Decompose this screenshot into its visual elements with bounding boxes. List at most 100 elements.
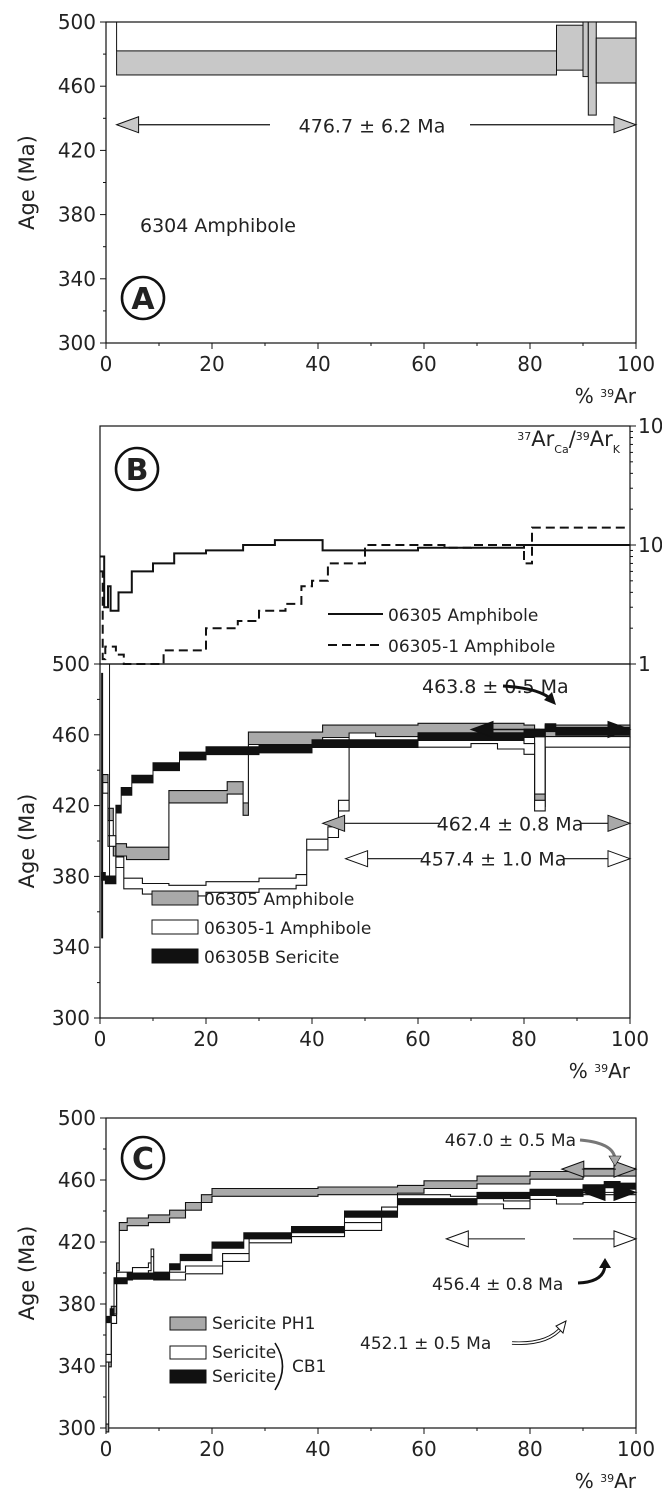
- y-tick-label: 460: [58, 1168, 96, 1192]
- legend-label: 06305B Sericite: [204, 948, 339, 968]
- panel-letter-circle: [120, 1135, 166, 1181]
- ratio-tick-label: 1: [638, 652, 651, 676]
- ratio-tick-label: 10: [638, 533, 662, 557]
- legend-bracket: [274, 1342, 284, 1391]
- x-tick-label: 100: [617, 1437, 655, 1461]
- plateau-pointer-head: [599, 1258, 611, 1268]
- x-tick-label: 20: [199, 1437, 224, 1461]
- y-tick-label: 420: [58, 1230, 96, 1254]
- sample-label: 6304 Amphibole: [140, 215, 296, 237]
- ratio-tick-label: 100: [638, 414, 662, 438]
- plateau-arrow-right: [607, 849, 632, 868]
- x-tick-label: 80: [511, 1027, 536, 1051]
- age-step: [582, 21, 589, 78]
- age-step: [587, 21, 597, 116]
- plateau-label: 457.4 ± 1.0 Ma: [420, 849, 567, 871]
- x-tick-label: 80: [517, 1437, 542, 1461]
- x-tick-label: 20: [199, 352, 224, 376]
- plateau-arrow-right: [613, 116, 638, 134]
- plateau-pointer-head: [555, 1320, 567, 1334]
- x-tick-label: 100: [617, 352, 655, 376]
- plateau-arrow-right: [613, 1230, 638, 1248]
- x-tick-label: 20: [193, 1027, 218, 1051]
- panel-a: 0 20 40 60 80 100 300 340 380 420 460 500 Age (Ma) % …: [15, 10, 655, 408]
- age-spectrum-open: [102, 732, 631, 897]
- x-tick-label: 40: [305, 1437, 330, 1461]
- plateau-pointer-head: [608, 1155, 622, 1167]
- y-tick-label: 420: [58, 138, 96, 162]
- legend-swatch: [169, 1369, 207, 1384]
- y-tick-label: 340: [58, 267, 96, 291]
- x-tick-label: 0: [100, 1437, 113, 1461]
- y-axis-label: Age (Ma): [15, 135, 39, 230]
- legend-swatch: [151, 919, 199, 935]
- plateau-label-bg: [270, 110, 470, 139]
- legend-label: Sericite PH1: [212, 1314, 315, 1334]
- panel-b: 0 20 40 60 80 100 300 340 380 420 460 500 Age (Ma) % …: [15, 414, 662, 1083]
- panel-letter: B: [126, 453, 149, 488]
- age-step: [556, 24, 584, 71]
- age-step: [116, 50, 557, 76]
- y-tick-label: 340: [58, 1354, 96, 1378]
- plateau-label: 462.4 ± 0.8 Ma: [437, 813, 584, 835]
- x-tick-label: 80: [517, 352, 542, 376]
- x-tick-label: 0: [100, 352, 113, 376]
- y-axis-label: Age (Ma): [15, 794, 39, 889]
- plot-frame: [99, 663, 631, 1019]
- ratio-axis-label: 37ArCa/39ArK: [517, 427, 621, 456]
- x-tick-label: 40: [305, 352, 330, 376]
- y-tick-label: 500: [58, 1106, 96, 1130]
- x-tick-label: 60: [405, 1027, 430, 1051]
- ratio-series-line: [100, 526, 630, 665]
- y-tick-label: 500: [58, 10, 96, 34]
- x-axis-label: % 39Ar: [575, 384, 637, 408]
- legend-label: 06305 Amphibole: [204, 890, 354, 910]
- panel-letter: C: [132, 1142, 154, 1177]
- legend-label: Sericite: [212, 1343, 276, 1363]
- y-tick-label: 300: [58, 331, 96, 355]
- age-spectrum-open: [105, 1191, 637, 1363]
- plateau-arrow-right: [607, 814, 632, 833]
- y-tick-label: 300: [58, 1416, 96, 1440]
- y-tick-label: 380: [52, 864, 90, 888]
- age-spectrum-grey: [105, 1165, 637, 1433]
- panel-c: 0 20 40 60 80 100 300 340 380 420 460 500 Age (Ma) % …: [15, 1106, 655, 1492]
- legend-swatch: [169, 1345, 207, 1360]
- plateau-pointer-head: [544, 692, 556, 705]
- age-step: [595, 37, 637, 84]
- panel-letter-circle: [114, 446, 160, 492]
- y-tick-label: 460: [58, 74, 96, 98]
- plateau-label: 467.0 ± 0.5 Ma: [445, 1131, 576, 1151]
- y-tick-label: 500: [52, 652, 90, 676]
- panel-letter-circle: [120, 275, 166, 321]
- y-tick-label: 420: [52, 794, 90, 818]
- x-tick-label: 100: [611, 1027, 649, 1051]
- legend-bracket-label: CB1: [292, 1357, 326, 1377]
- age-spectrum-black: [101, 723, 631, 885]
- x-axis-label: % 39Ar: [569, 1059, 631, 1083]
- legend-swatch: [169, 1316, 207, 1331]
- x-tick-label: 0: [94, 1027, 107, 1051]
- plateau-arrow-left: [115, 116, 140, 134]
- legend-label: Sericite: [212, 1367, 276, 1387]
- x-tick-label: 40: [299, 1027, 324, 1051]
- plateau-label: 463.8 ± 0.5 Ma: [422, 676, 569, 698]
- y-tick-label: 380: [58, 1292, 96, 1316]
- x-tick-label: 60: [411, 352, 436, 376]
- plateau-pointer-inner: [511, 1326, 563, 1345]
- plateau-label: 476.7 ± 6.2 Ma: [299, 116, 446, 138]
- y-tick-label: 300: [52, 1006, 90, 1030]
- legend-label: 06305-1 Amphibole: [204, 919, 371, 939]
- plateau-arrow-left: [444, 1230, 469, 1248]
- plateau-label: 456.4 ± 0.8 Ma: [432, 1275, 563, 1295]
- ratio-legend-label: 06305 Amphibole: [388, 606, 538, 626]
- age-spectrum-black: [105, 1181, 637, 1324]
- x-tick-label: 60: [411, 1437, 436, 1461]
- x-axis-label: % 39Ar: [575, 1469, 637, 1492]
- legend-swatch: [151, 890, 199, 906]
- ratio-series-line: [100, 539, 630, 612]
- plateau-label: 452.1 ± 0.5 Ma: [360, 1334, 491, 1354]
- ratio-legend-label: 06305-1 Amphibole: [388, 637, 555, 657]
- plateau-arrow-left: [344, 849, 369, 868]
